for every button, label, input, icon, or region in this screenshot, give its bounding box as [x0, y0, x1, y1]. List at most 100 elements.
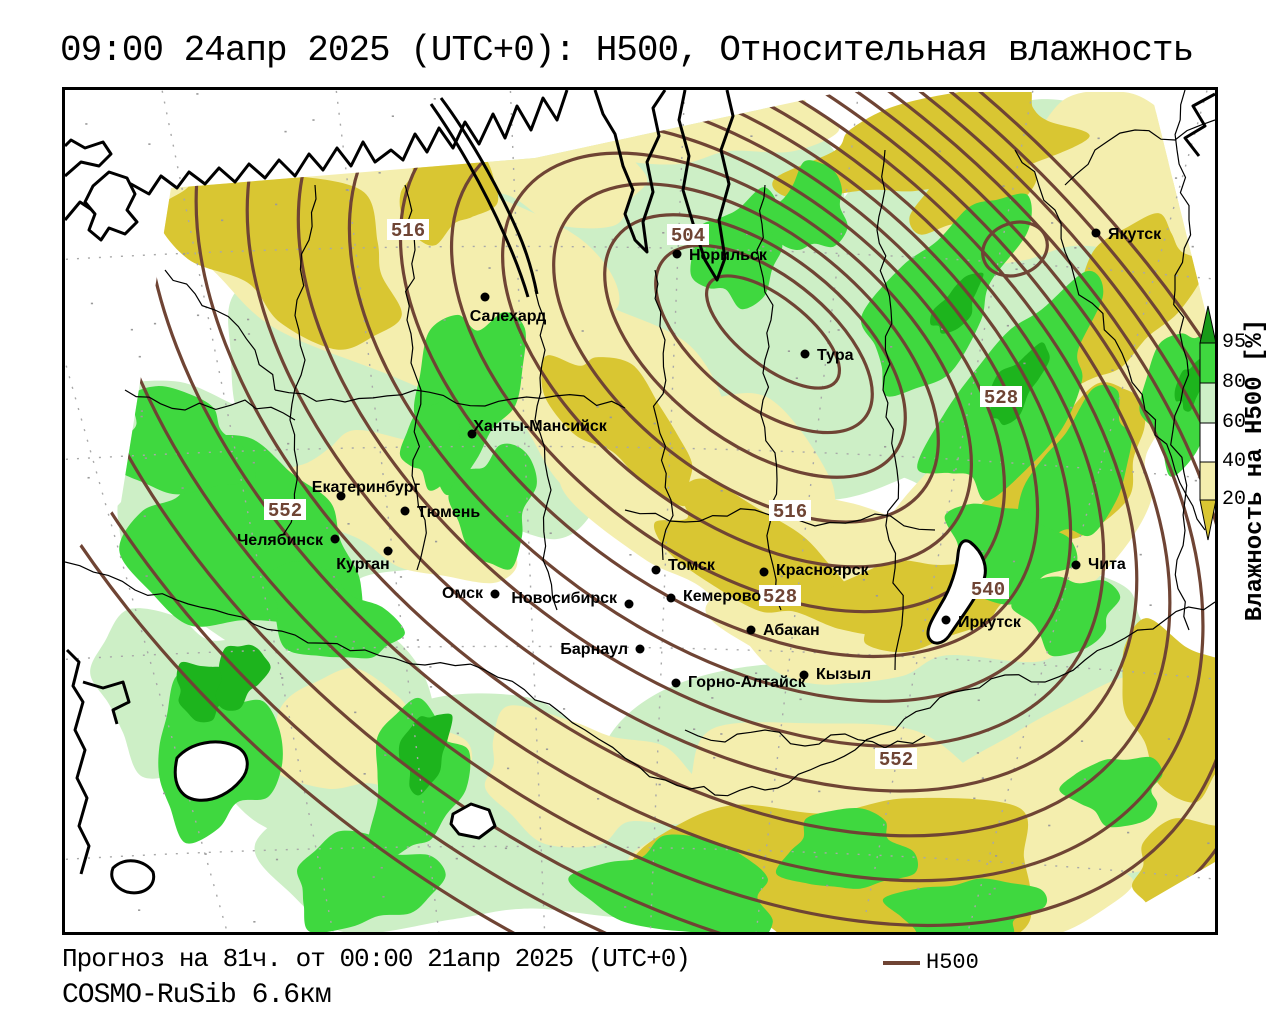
- humidity-region: [930, 272, 984, 334]
- contour-label: 504: [671, 225, 705, 247]
- city-dot: [383, 546, 393, 556]
- humidity-region: [541, 355, 693, 507]
- coastline: [173, 740, 249, 802]
- city-dot: [1091, 228, 1101, 238]
- humidity-region: [765, 160, 848, 250]
- h500-contour-line: [654, 243, 874, 435]
- city-dot: [941, 615, 951, 625]
- city-dot: [624, 599, 634, 609]
- contour-label: 528: [984, 387, 1018, 409]
- forecast-caption: Прогноз на 81ч. от 00:00 21апр 2025 (UTC…: [62, 944, 691, 974]
- contour-label-box: [875, 748, 917, 769]
- humidity-region: [568, 834, 773, 932]
- contour-label-box: [759, 585, 801, 606]
- colorbar-tick: 20: [1222, 488, 1247, 511]
- city-label: Барнаул: [560, 641, 628, 658]
- coastline: [83, 170, 139, 242]
- contour-label: 552: [879, 749, 913, 771]
- humidity-region: [297, 830, 446, 932]
- contour-label-box: [387, 219, 429, 240]
- city-label: Курган: [336, 556, 389, 573]
- city-dot: [336, 491, 346, 501]
- city-dot: [800, 349, 810, 359]
- admin-border: [876, 149, 904, 671]
- page-title: 09:00 24апр 2025 (UTC+0): H500, Относите…: [60, 30, 1194, 71]
- coastline: [82, 680, 131, 725]
- h500-contour-line: [501, 151, 973, 569]
- contour-label: 552: [268, 500, 302, 522]
- admin-border: [534, 289, 558, 611]
- h500-contour-line: [92, 92, 1215, 928]
- h500-contour-line: [143, 92, 1205, 883]
- city-dot: [799, 670, 809, 680]
- h500-contour-line: [65, 92, 1215, 932]
- coastline: [65, 90, 569, 221]
- humidity-field: [65, 92, 1215, 932]
- coastline: [65, 138, 113, 178]
- h500-contour-line: [245, 92, 1139, 793]
- admin-border: [65, 561, 1215, 797]
- coastline: [110, 859, 156, 895]
- city-dot: [330, 534, 340, 544]
- city-dot: [490, 589, 500, 599]
- contour-label-box: [264, 499, 306, 520]
- admin-border: [404, 184, 427, 571]
- city-dot: [672, 249, 682, 259]
- city-dot: [671, 678, 681, 688]
- city-label: Екатеринбург: [312, 479, 421, 496]
- contour-label: 540: [971, 579, 1005, 601]
- admin-border: [124, 389, 296, 421]
- h500-contours: [65, 92, 1215, 932]
- contour-label-box: [769, 500, 811, 521]
- humidity-region: [113, 386, 256, 495]
- city-dot: [400, 506, 410, 516]
- admin-border: [652, 269, 674, 561]
- city-label: Челябинск: [237, 532, 324, 549]
- h500-legend-label: H500: [926, 950, 979, 975]
- city-label: Кемерово: [683, 588, 761, 605]
- city-label: Иркутск: [958, 614, 1022, 631]
- city-dot: [666, 593, 676, 603]
- city-dot: [635, 644, 645, 654]
- h500-legend-line: [883, 961, 920, 965]
- humidity-region: [1011, 576, 1121, 657]
- h500-contour-line: [65, 92, 1215, 932]
- colorbar-tick: 60: [1222, 411, 1247, 434]
- city-label: Горно-Алтайск: [688, 674, 807, 691]
- contour-label-box: [967, 578, 1009, 599]
- contour-label: 516: [773, 501, 807, 523]
- humidity-region: [1122, 618, 1215, 803]
- h500-contour-line: [65, 92, 1215, 932]
- city-label: Ханты-Мансийск: [473, 418, 608, 435]
- colorbar: [1199, 305, 1215, 541]
- admin-border: [1170, 90, 1192, 631]
- city-dot: [746, 625, 756, 635]
- city-label: Томск: [668, 557, 716, 574]
- h500-contour-line: [552, 182, 940, 524]
- admin-border: [282, 184, 317, 536]
- city-dot: [480, 292, 490, 302]
- city-label: Тура: [817, 347, 854, 364]
- city-label: Кызыл: [816, 666, 871, 683]
- humidity-region: [484, 705, 711, 848]
- coastline: [593, 90, 667, 254]
- humidity-region: [631, 797, 1032, 932]
- coastline: [439, 97, 539, 295]
- city-label: Тюмень: [417, 504, 480, 521]
- coastline: [449, 802, 497, 840]
- colorbar-tick: 80: [1222, 371, 1247, 394]
- city-label: Чита: [1088, 556, 1126, 573]
- model-caption: COSMO-RuSib 6.6км: [62, 980, 332, 1011]
- h500-contour-line: [194, 92, 1172, 838]
- admin-border: [164, 269, 276, 391]
- city-label: Норильск: [689, 247, 768, 264]
- city-label: Абакан: [763, 622, 820, 639]
- coastline: [65, 648, 91, 875]
- cities: Норильск Тура Якутск Салехард Ханты-Мансийск…: [237, 226, 1162, 691]
- contour-label: 516: [391, 220, 425, 242]
- weather-map-svg: 516 504 528 552 516 540 528 552 Норильск Тура Якут…: [65, 90, 1215, 932]
- city-label: Новосибирск: [511, 590, 618, 607]
- contour-label-box: [980, 386, 1022, 407]
- city-label: Красноярск: [776, 562, 870, 579]
